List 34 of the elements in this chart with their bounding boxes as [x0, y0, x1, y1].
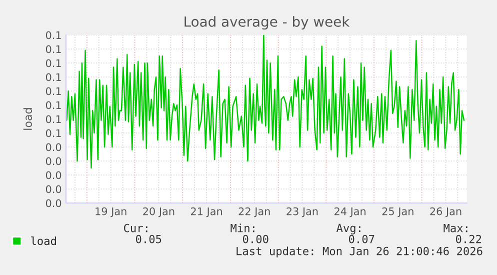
y-tick-label: 0.0 — [46, 143, 62, 152]
text: 0.22 — [456, 234, 482, 244]
y-tick-label: 0.1 — [46, 115, 61, 124]
x-tick-label: 21 Jan — [190, 207, 222, 218]
y-tick-label: 0.1 — [46, 59, 61, 68]
x-tick-label: 26 Jan — [430, 207, 462, 218]
text: Min: — [230, 224, 254, 232]
y-tick-label: 0.1 — [46, 87, 61, 96]
y-tick-label: 0.0 — [46, 171, 62, 180]
y-tick-label: 0.1 — [46, 31, 61, 40]
text: 0.07 — [348, 234, 374, 244]
x-tick-label: 20 Jan — [143, 207, 174, 218]
y-tick-label: 0.1 — [46, 129, 61, 138]
text: Avg: — [336, 224, 360, 234]
y-tick-label: 0.1 — [46, 101, 61, 110]
line-series — [66, 35, 465, 169]
y-tick-label: 0.1 — [46, 73, 61, 82]
x-tick-label: 24 Jan — [334, 207, 366, 218]
y-tick-label: 0.0 — [46, 157, 62, 166]
y-tick-label: 0.0 — [46, 199, 62, 208]
text: Cur: — [124, 224, 148, 232]
text: 0.05 — [136, 234, 162, 244]
chart-title: Load average - by week — [184, 16, 350, 30]
legend-label: load — [31, 236, 56, 246]
x-tick-label: 25 Jan — [382, 207, 414, 218]
text: Last update: Mon Jan 26 21:00:46 2026 — [236, 246, 482, 258]
y-axis-title: load — [23, 108, 32, 130]
x-tick-label: 22 Jan — [238, 207, 270, 218]
x-tick-label: 19 Jan — [96, 207, 126, 218]
x-tick-label: 23 Jan — [286, 207, 318, 218]
y-tick-label: 0.1 — [46, 45, 61, 54]
text: Max: — [444, 224, 468, 232]
text: 0.00 — [242, 234, 268, 244]
y-tick-label: 0.0 — [46, 185, 62, 194]
